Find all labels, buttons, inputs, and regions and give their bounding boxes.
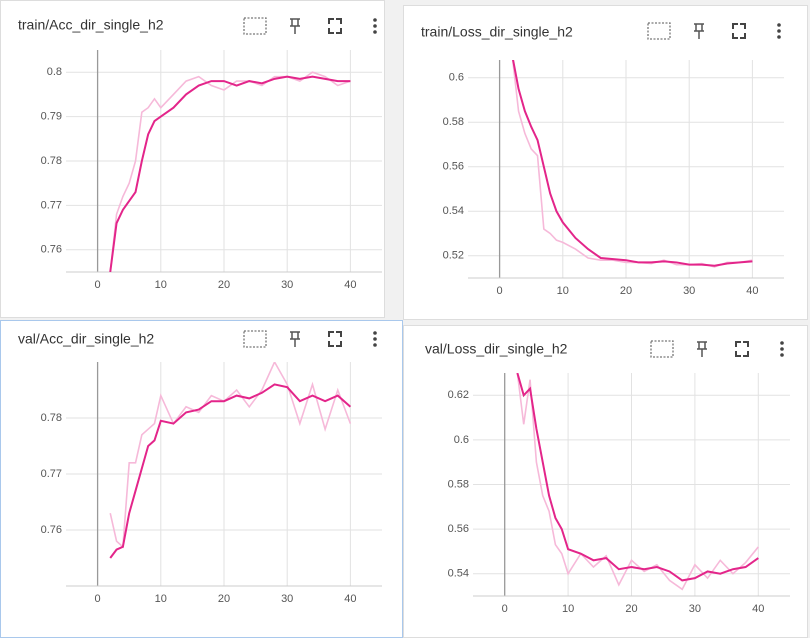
y-tick-label: 0.79: [41, 111, 62, 123]
data-line: [109, 362, 352, 549]
fullscreen-button[interactable]: [328, 331, 342, 347]
more-menu-button[interactable]: [777, 23, 781, 39]
x-tick-label: 40: [344, 279, 356, 291]
card-background: [0, 0, 385, 318]
y-tick-label: 0.77: [41, 199, 62, 211]
data-line: [109, 71, 351, 272]
x-tick-label: 0: [95, 279, 101, 291]
x-tick-label: 30: [281, 279, 293, 291]
x-tick-label: 20: [218, 593, 230, 605]
y-tick-label: 0.58: [448, 478, 469, 490]
pin-button[interactable]: [697, 341, 707, 357]
chart-card: train/Acc_dir_single_h2 0.76 0.77 0.78 0.79 0…: [0, 0, 385, 318]
y-tick-label: 0.62: [448, 389, 469, 401]
x-tick-label: 40: [752, 603, 764, 615]
y-tick-label: 0.54: [443, 205, 464, 217]
pin-button[interactable]: [694, 23, 704, 39]
x-tick-label: 30: [689, 603, 701, 615]
chart-card: val/Acc_dir_single_h2 0.76 0.77 0.78 0 10 20 30…: [0, 320, 403, 638]
y-tick-label: 0.8: [47, 66, 62, 78]
chart-title: val/Acc_dir_single_h2: [18, 331, 154, 347]
chart-title: train/Acc_dir_single_h2: [18, 17, 164, 33]
fit-domain-button[interactable]: [243, 330, 267, 348]
fit-domain-button[interactable]: [243, 17, 267, 35]
chart-card: train/Loss_dir_single_h2 0.52 0.54 0.56 0.58…: [403, 5, 808, 320]
data-line: [512, 60, 753, 267]
data-line: [109, 75, 351, 272]
x-tick-label: 10: [155, 593, 167, 605]
y-tick-label: 0.77: [41, 468, 62, 480]
x-tick-label: 0: [95, 593, 101, 605]
fullscreen-button[interactable]: [735, 341, 749, 357]
y-tick-label: 0.6: [454, 434, 469, 446]
x-tick-label: 10: [562, 603, 574, 615]
y-tick-label: 0.56: [443, 161, 464, 173]
x-tick-label: 40: [344, 593, 356, 605]
x-tick-label: 20: [620, 285, 632, 297]
y-tick-label: 0.6: [449, 72, 464, 84]
more-menu-button[interactable]: [373, 18, 377, 34]
card-background: [403, 325, 808, 638]
pin-button[interactable]: [290, 18, 300, 34]
chart-title: train/Loss_dir_single_h2: [421, 24, 573, 40]
x-tick-label: 30: [683, 285, 695, 297]
x-tick-label: 20: [218, 279, 230, 291]
data-line: [109, 383, 352, 559]
data-line: [516, 373, 759, 582]
card-background: [403, 5, 808, 320]
fullscreen-button[interactable]: [328, 18, 342, 34]
chart-card: val/Loss_dir_single_h2 0.54 0.56 0.58 0.6 0.6…: [403, 325, 808, 638]
chart-title: val/Loss_dir_single_h2: [425, 341, 568, 357]
x-tick-label: 0: [502, 603, 508, 615]
y-tick-label: 0.56: [448, 523, 469, 535]
fit-domain-button[interactable]: [650, 340, 674, 358]
x-tick-label: 30: [281, 593, 293, 605]
y-tick-label: 0.54: [448, 568, 469, 580]
y-tick-label: 0.78: [41, 155, 62, 167]
pin-button[interactable]: [290, 331, 300, 347]
y-tick-label: 0.76: [41, 244, 62, 256]
fit-domain-button[interactable]: [647, 22, 671, 40]
more-menu-button[interactable]: [780, 341, 784, 357]
more-menu-button[interactable]: [373, 331, 377, 347]
y-tick-label: 0.58: [443, 116, 464, 128]
data-line: [516, 373, 759, 591]
x-tick-label: 40: [746, 285, 758, 297]
x-tick-label: 20: [625, 603, 637, 615]
y-tick-label: 0.52: [443, 250, 464, 262]
x-tick-label: 10: [557, 285, 569, 297]
x-tick-label: 0: [497, 285, 503, 297]
card-background: [0, 320, 403, 638]
y-tick-label: 0.78: [41, 412, 62, 424]
y-tick-label: 0.76: [41, 524, 62, 536]
x-tick-label: 10: [155, 279, 167, 291]
fullscreen-button[interactable]: [732, 23, 746, 39]
